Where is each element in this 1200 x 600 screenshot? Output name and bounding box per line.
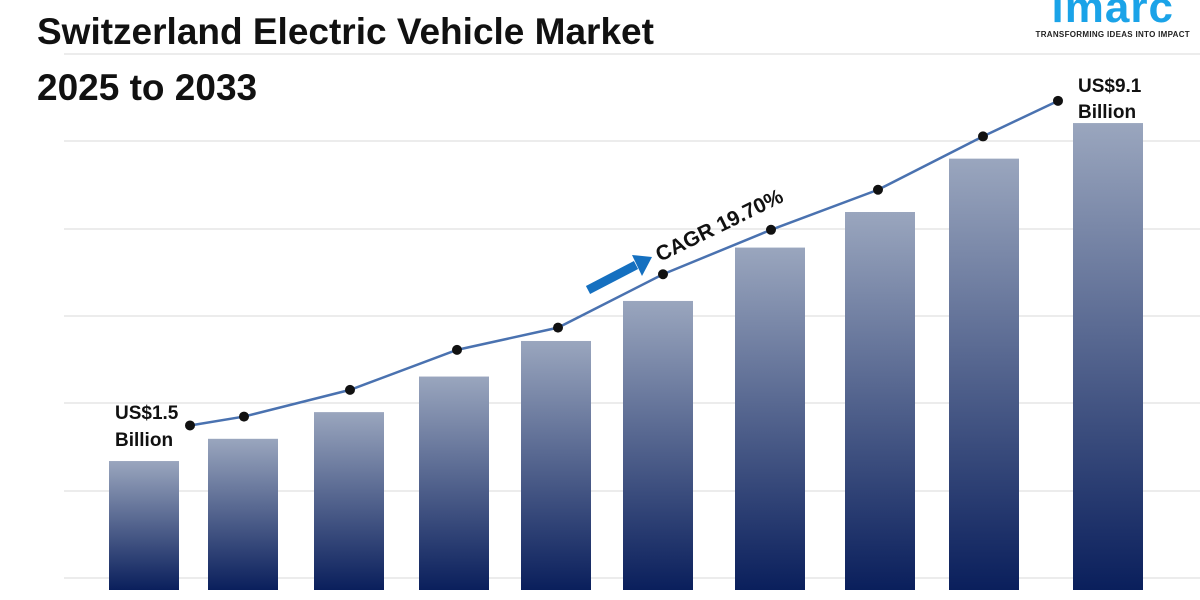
- trend-point: [1053, 95, 1063, 106]
- imarc-logo: imarc TRANSFORMING IDEAS INTO IMPACT: [1036, 0, 1190, 39]
- trend-point: [345, 384, 355, 395]
- trend-point: [185, 420, 195, 431]
- trend-point: [452, 344, 462, 355]
- bar: [845, 212, 915, 590]
- chart-title: Switzerland Electric Vehicle Market 2025…: [37, 4, 654, 116]
- trend-point: [658, 269, 668, 280]
- bar: [735, 247, 805, 590]
- trend-point: [553, 322, 563, 333]
- start-value-label-1: US$1.5: [115, 403, 179, 424]
- end-value-label-2: Billion: [1078, 102, 1136, 123]
- logo-tagline: TRANSFORMING IDEAS INTO IMPACT: [1035, 30, 1190, 39]
- logo-word: imarc: [1051, 0, 1174, 32]
- bar: [521, 340, 591, 590]
- trend-point: [873, 184, 883, 195]
- trend-point: [766, 224, 776, 235]
- cagr-arrow: [585, 255, 652, 294]
- start-value-label-2: Billion: [115, 430, 173, 451]
- title-line-2: 2025 to 2033: [37, 67, 258, 108]
- bar: [109, 461, 179, 590]
- end-value-label-1: US$9.1: [1078, 76, 1142, 97]
- bar: [1073, 123, 1143, 590]
- bar: [949, 158, 1019, 591]
- bar: [419, 376, 489, 590]
- trend-point: [239, 411, 249, 422]
- bar: [314, 412, 384, 590]
- bar: [208, 438, 278, 590]
- trend-point: [978, 131, 988, 142]
- trend-line: [189, 99, 1059, 427]
- bar: [623, 300, 693, 590]
- title-line-1: Switzerland Electric Vehicle Market: [37, 11, 654, 52]
